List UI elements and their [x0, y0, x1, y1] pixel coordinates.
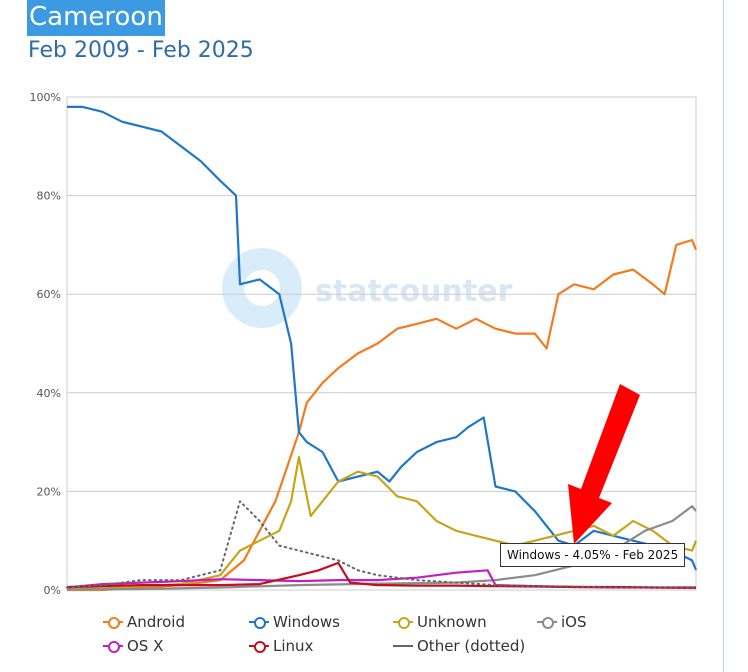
chart-frame: [723, 0, 724, 672]
legend-marker-icon: [393, 640, 413, 652]
legend-label: iOS: [561, 613, 587, 631]
watermark-logo-hole: [244, 270, 280, 306]
legend-marker-icon: [249, 640, 269, 653]
legend-item-ios[interactable]: iOS: [537, 611, 587, 633]
plot-area: [66, 96, 697, 591]
legend-item-linux[interactable]: Linux: [249, 635, 313, 657]
chart-legend: Android Windows Unknown iOS OS X Linux O…: [103, 611, 623, 661]
red-arrow-annotation: [568, 384, 640, 544]
legend-marker-icon: [103, 616, 123, 629]
page-title: Cameroon: [27, 0, 165, 36]
legend-label: Android: [127, 613, 185, 631]
series-line-other-dotted-: [66, 500, 697, 589]
legend-label: Linux: [273, 637, 314, 655]
statcounter-watermark: statcounter: [222, 248, 513, 328]
arrow-icon: [568, 384, 640, 544]
legend-label: OS X: [127, 637, 164, 655]
legend-label: Unknown: [417, 613, 487, 631]
series-line-windows: [67, 105, 698, 571]
page-subtitle: Feb 2009 - Feb 2025: [28, 38, 254, 63]
legend-label: Other (dotted): [417, 637, 526, 655]
legend-marker-icon: [537, 616, 557, 629]
legend-item-other[interactable]: Other (dotted): [393, 635, 525, 657]
series-line-linux: [66, 561, 696, 589]
watermark-text: statcounter: [315, 274, 513, 309]
legend-item-windows[interactable]: Windows: [249, 611, 340, 633]
legend-item-android[interactable]: Android: [103, 611, 185, 633]
y-tick-label: 60%: [37, 288, 61, 301]
legend-item-osx[interactable]: OS X: [103, 635, 163, 657]
legend-marker-icon: [393, 616, 413, 629]
series-line-ios: [66, 505, 697, 591]
legend-marker-icon: [103, 640, 123, 653]
y-tick-label: 40%: [37, 387, 61, 400]
series-line-unknown: [66, 455, 698, 590]
y-tick-label: 100%: [30, 91, 61, 104]
legend-label: Windows: [273, 613, 340, 631]
legend-marker-icon: [249, 616, 269, 629]
y-tick-label: 0%: [44, 584, 61, 597]
data-tooltip: Windows - 4.05% - Feb 2025: [500, 543, 686, 567]
line-chart: statcounter 0% 20% 40% 60% 80% 100%: [30, 91, 698, 597]
y-tick-label: 20%: [37, 485, 61, 498]
legend-item-unknown[interactable]: Unknown: [393, 611, 487, 633]
y-tick-label: 80%: [37, 190, 61, 203]
